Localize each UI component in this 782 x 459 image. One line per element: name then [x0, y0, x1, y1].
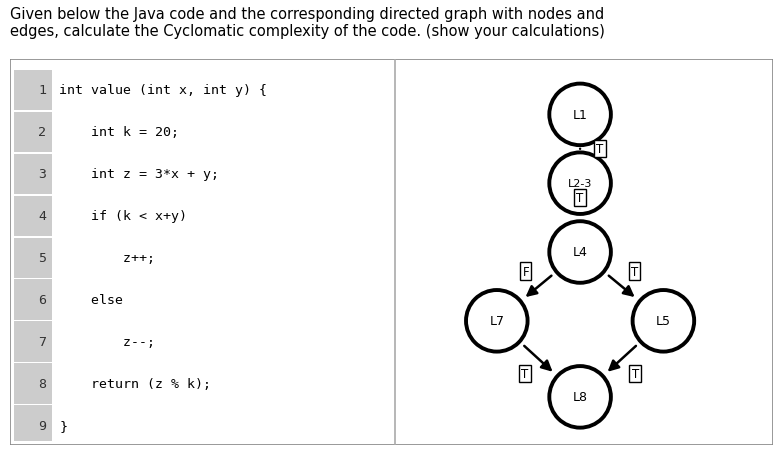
Text: T: T: [522, 367, 529, 380]
Text: if (k < x+y): if (k < x+y): [59, 210, 188, 223]
Text: 9: 9: [38, 419, 46, 432]
Circle shape: [549, 153, 611, 214]
Circle shape: [466, 291, 528, 352]
Text: }: }: [59, 419, 67, 432]
Text: L5: L5: [656, 314, 671, 328]
FancyBboxPatch shape: [10, 60, 773, 445]
Text: L1: L1: [572, 109, 587, 122]
Text: int z = 3*x + y;: int z = 3*x + y;: [59, 168, 220, 181]
Text: z++;: z++;: [59, 252, 156, 264]
FancyBboxPatch shape: [14, 364, 52, 404]
Text: int value (int x, int y) {: int value (int x, int y) {: [59, 84, 267, 97]
Text: T: T: [631, 265, 638, 278]
Text: T: T: [632, 367, 639, 380]
Text: edges, calculate the Cyclomatic complexity of the code. (show your calculations): edges, calculate the Cyclomatic complexi…: [10, 24, 605, 39]
FancyBboxPatch shape: [14, 238, 52, 278]
Text: 2: 2: [38, 126, 46, 139]
FancyBboxPatch shape: [14, 71, 52, 111]
FancyBboxPatch shape: [14, 405, 52, 446]
Text: return (z % k);: return (z % k);: [59, 377, 211, 390]
Text: Given below the Java code and the corresponding directed graph with nodes and: Given below the Java code and the corres…: [10, 7, 604, 22]
Text: 8: 8: [38, 377, 46, 390]
FancyBboxPatch shape: [14, 280, 52, 320]
Text: 5: 5: [38, 252, 46, 264]
Circle shape: [633, 291, 694, 352]
Text: T: T: [576, 192, 583, 205]
Text: 6: 6: [38, 293, 46, 307]
Circle shape: [549, 366, 611, 428]
Circle shape: [549, 222, 611, 283]
Text: 1: 1: [38, 84, 46, 97]
Text: int k = 20;: int k = 20;: [59, 126, 179, 139]
Circle shape: [549, 84, 611, 146]
Text: L7: L7: [490, 314, 504, 328]
FancyBboxPatch shape: [14, 322, 52, 362]
Text: T: T: [597, 143, 604, 156]
Text: L8: L8: [572, 391, 587, 403]
Text: z--;: z--;: [59, 336, 156, 348]
Text: L2-3: L2-3: [568, 179, 592, 189]
FancyBboxPatch shape: [14, 112, 52, 152]
FancyBboxPatch shape: [14, 196, 52, 236]
Text: F: F: [522, 265, 529, 278]
FancyBboxPatch shape: [14, 154, 52, 195]
Text: else: else: [59, 293, 124, 307]
Text: 4: 4: [38, 210, 46, 223]
Text: 3: 3: [38, 168, 46, 181]
Text: L4: L4: [572, 246, 587, 259]
Text: 7: 7: [38, 336, 46, 348]
